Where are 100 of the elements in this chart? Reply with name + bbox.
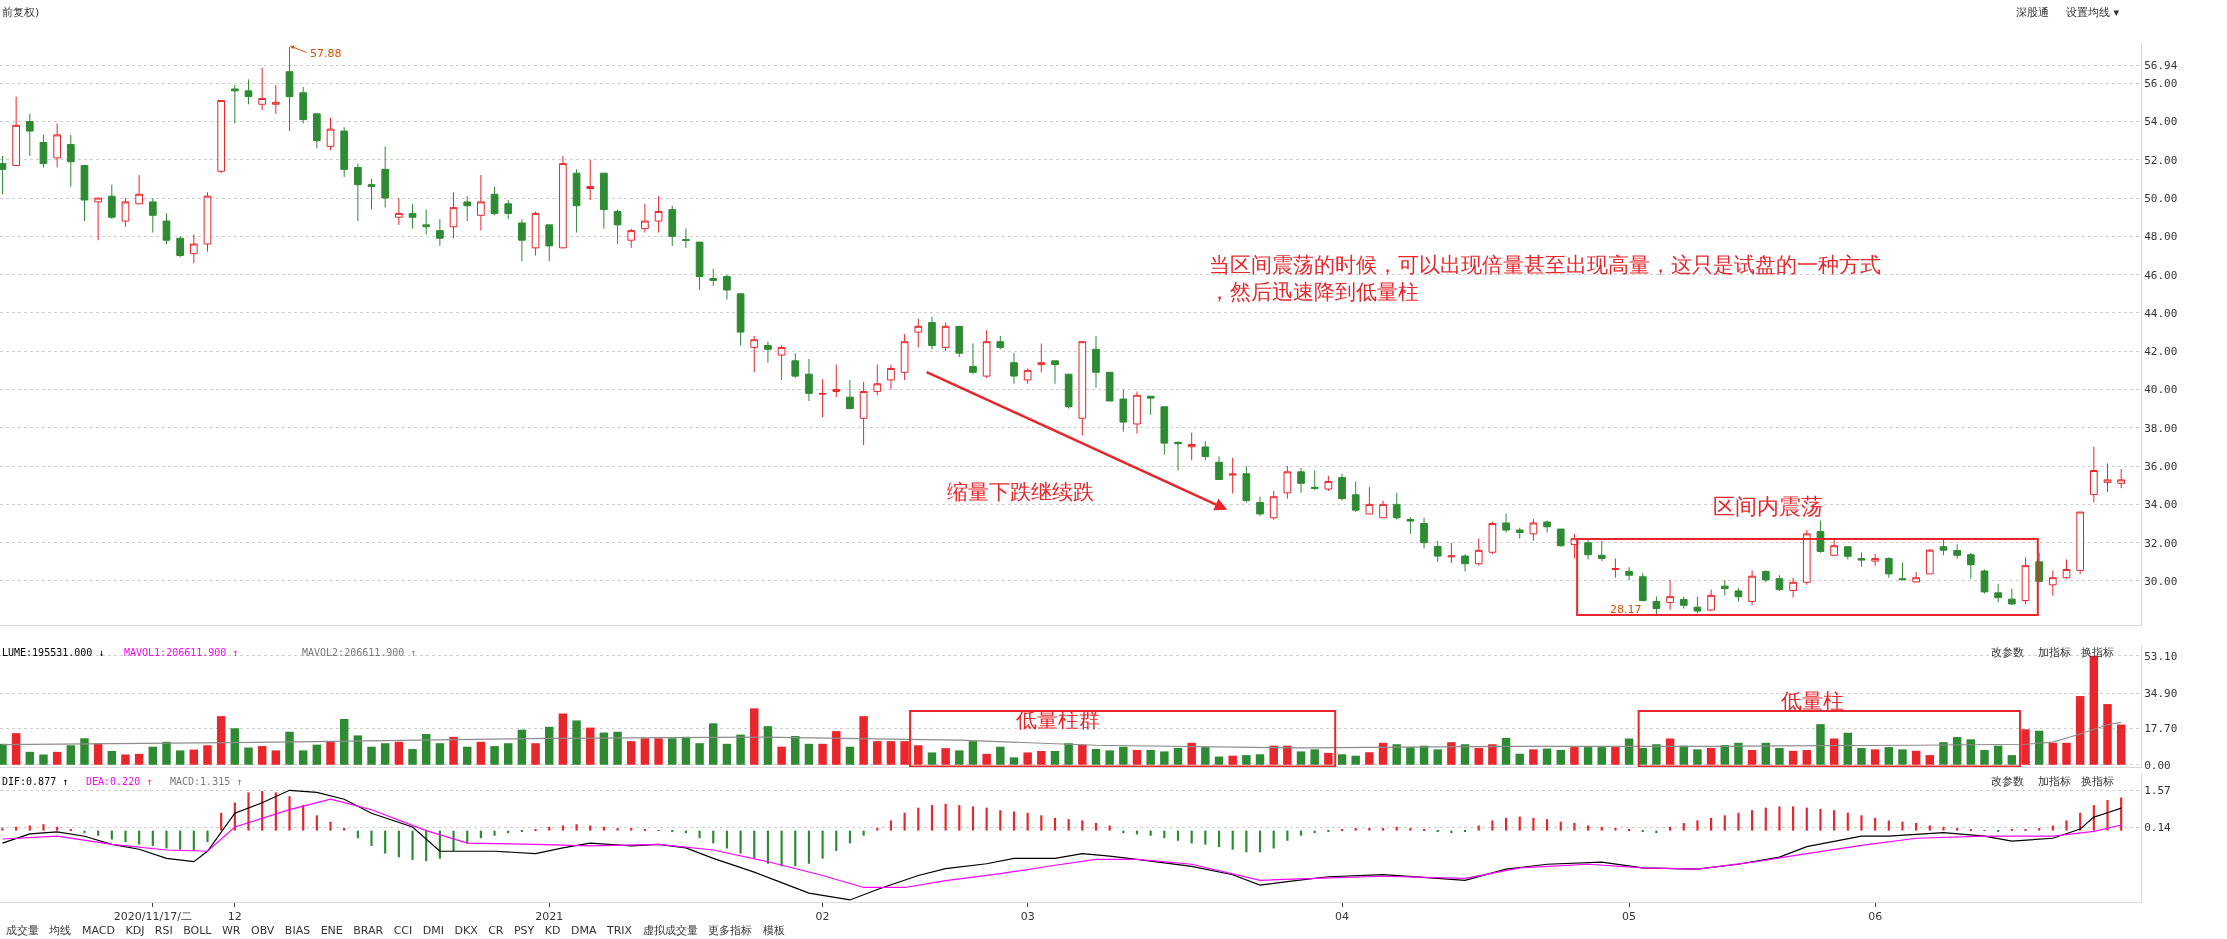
bar — [452, 830, 455, 851]
bar — [1805, 807, 1808, 831]
bar — [1682, 822, 1685, 831]
y-tick-label: 48.00 — [2144, 230, 2178, 244]
bar — [1993, 745, 2003, 765]
bar — [2116, 724, 2126, 765]
bar — [1874, 817, 1877, 831]
bar — [1501, 737, 1511, 765]
bar — [1, 828, 4, 831]
bar — [97, 830, 100, 836]
bar — [750, 708, 759, 765]
candlestick — [1174, 440, 1182, 471]
candlestick — [1488, 521, 1497, 555]
bar — [736, 734, 745, 765]
candlestick — [1707, 589, 1715, 612]
bar — [138, 830, 141, 845]
bar — [1378, 742, 1388, 765]
bar — [886, 741, 896, 765]
candlestick — [1925, 548, 1934, 575]
y-tick-label: 34.90 — [2144, 687, 2178, 701]
candlestick — [1324, 475, 1333, 492]
bar — [654, 738, 663, 765]
candlestick — [1433, 540, 1442, 563]
text: 前复权) — [2, 6, 40, 19]
bar — [777, 746, 786, 765]
bar — [1474, 747, 1483, 765]
bar — [602, 826, 605, 831]
bar — [1734, 742, 1743, 765]
candlestick — [1529, 518, 1538, 542]
bar — [411, 830, 414, 860]
bar — [1081, 820, 1084, 831]
bar — [739, 830, 742, 854]
bar — [531, 743, 540, 765]
annotation: 28.17 — [1610, 603, 1642, 616]
candlestick — [1966, 552, 1975, 580]
y-tick-label: 42.00 — [2144, 345, 2178, 359]
bar — [42, 824, 45, 831]
candlestick — [1064, 373, 1073, 410]
bar — [968, 741, 978, 765]
bar — [763, 726, 773, 765]
bar — [2051, 825, 2054, 831]
bar — [107, 751, 117, 765]
bar — [1491, 820, 1494, 831]
bar — [1819, 808, 1822, 831]
bar — [1542, 748, 1552, 765]
bar — [845, 746, 855, 765]
candlestick — [2117, 468, 2126, 489]
candlestick — [449, 191, 458, 239]
candlestick — [1078, 341, 1087, 436]
bar — [818, 743, 827, 765]
bar — [1614, 828, 1617, 831]
candlestick — [367, 178, 376, 211]
bar — [1693, 749, 1702, 765]
bar — [1299, 830, 1303, 836]
y-tick-label: 32.00 — [2144, 536, 2178, 550]
candlestick — [1092, 335, 1100, 389]
candlestick — [436, 218, 444, 247]
candlestick — [395, 197, 403, 226]
candlestick — [1133, 390, 1141, 435]
candlestick — [627, 228, 636, 249]
bar — [80, 738, 89, 765]
bar — [835, 830, 838, 851]
bar — [1846, 812, 1849, 831]
candlestick — [955, 325, 964, 358]
candlestick — [271, 84, 280, 115]
candlestick — [230, 84, 239, 124]
bar — [1477, 825, 1480, 831]
bar — [996, 746, 1005, 765]
line-series — [1, 798, 2122, 889]
text: 深股通 — [2016, 6, 2049, 19]
bar — [1214, 756, 1224, 765]
candlestick — [203, 191, 212, 253]
bar — [244, 747, 253, 765]
bar — [709, 723, 718, 765]
candlestick — [709, 268, 718, 287]
bar — [343, 828, 346, 831]
bar — [0, 743, 7, 765]
bar — [1901, 821, 1904, 831]
bar — [1887, 820, 1890, 831]
x-tick-label: 2020/11/17/二 — [113, 910, 192, 924]
bar — [1310, 749, 1319, 765]
candlestick — [217, 99, 226, 174]
bar — [1652, 744, 1661, 765]
bar — [589, 825, 592, 831]
candlestick — [2048, 569, 2057, 597]
candlestick — [914, 318, 923, 348]
bar — [1365, 752, 1374, 765]
bar — [1843, 732, 1853, 765]
candlestick — [0, 155, 7, 195]
bar — [2106, 800, 2109, 831]
candlestick — [613, 209, 622, 245]
bar — [28, 825, 31, 831]
y-tick-label: 38.00 — [2144, 421, 2178, 435]
candlestick — [1679, 596, 1688, 610]
y-tick-label: 0.00 — [2144, 758, 2171, 772]
candlestick — [94, 197, 102, 241]
bar — [985, 807, 988, 831]
candlestick — [1146, 395, 1155, 416]
candlestick — [518, 218, 526, 262]
x-tick-label: 04 — [1335, 910, 1350, 924]
